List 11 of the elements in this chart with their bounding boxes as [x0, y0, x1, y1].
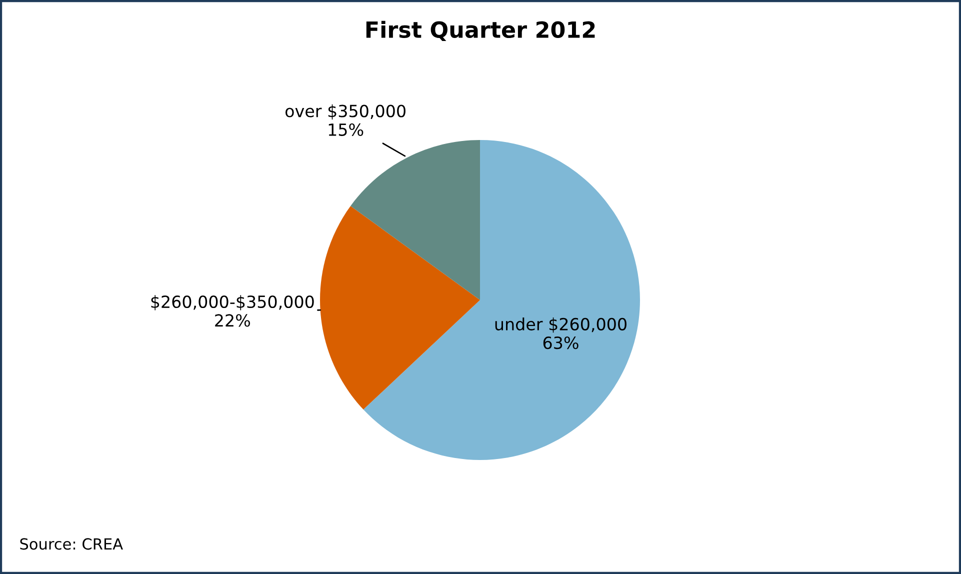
slice-label: $260,000-$350,000 — [151, 295, 314, 310]
data-label: 63% — [543, 336, 578, 350]
data-label: 15% — [328, 123, 364, 136]
slice-label: over $350,000 — [285, 104, 406, 120]
pie-slice — [350, 140, 480, 300]
source-note: Source: CREA — [20, 538, 123, 550]
chart-title: First Quarter 2012 — [366, 20, 595, 41]
pie-slice — [320, 206, 480, 410]
data-label: 22% — [215, 314, 250, 327]
slice-label: under $260,000 — [495, 318, 626, 333]
pie-slice — [363, 140, 640, 460]
